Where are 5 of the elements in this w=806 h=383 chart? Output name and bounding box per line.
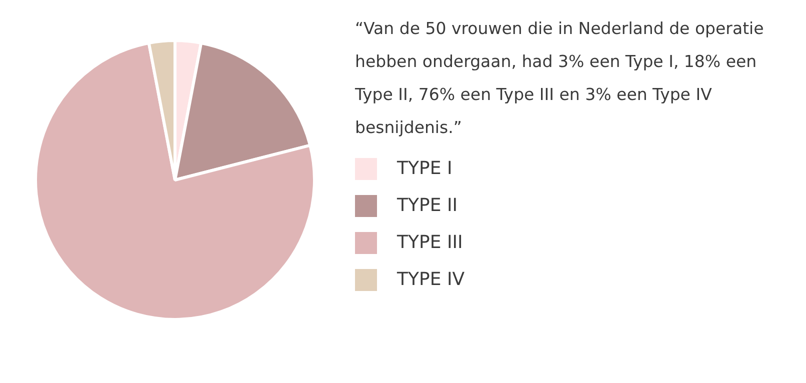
text: “Van de 50 vrouwen die in Nederland de operatie hebben ondergaan, had 3% een Type I, 18% een Type II, 76% een Type III en 3% een Type IV besnijdenis.” <box>355 18 765 139</box>
legend-label: TYPE IV <box>397 269 465 290</box>
legend-label: TYPE III <box>397 232 463 253</box>
legend-label: TYPE I <box>397 158 452 179</box>
legend-label: TYPE II <box>397 195 458 216</box>
